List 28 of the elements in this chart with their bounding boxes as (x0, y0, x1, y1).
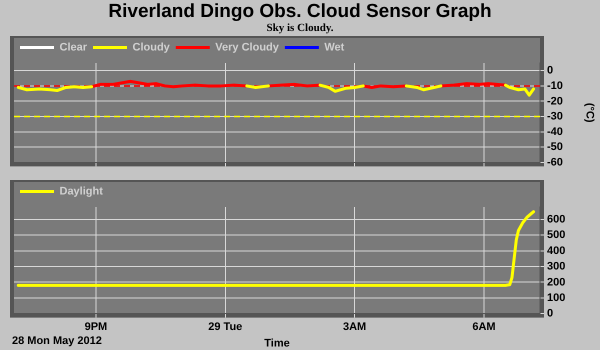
legend-label: Wet (324, 42, 345, 54)
text: 28 Mon May 2012 (12, 335, 102, 347)
chart-title: Riverland Dingo Obs. Cloud Sensor Graph (107, 1, 493, 23)
x-tick-label: 29 Tue (208, 321, 242, 334)
y-tick-label: 600 (547, 214, 566, 226)
y-axis-title: (°C) (583, 102, 596, 123)
x-tick-label: 6AM (472, 321, 496, 334)
legend-label: Clear (60, 42, 88, 54)
y-tick-label: 400 (547, 244, 566, 257)
x-axis-title: Time (264, 337, 290, 350)
y-tick-label: 100 (547, 292, 566, 304)
y-tick-label: -40 (547, 126, 563, 138)
y-tick-label: -10 (547, 80, 563, 92)
y-tick-label: -50 (547, 141, 563, 154)
legend-label: Very Cloudy (215, 42, 280, 54)
chart-subtitle: Sky is Cloudy. (266, 22, 334, 34)
x-tick-label: 3AM (342, 321, 366, 334)
y-tick-label: 0 (547, 308, 554, 320)
legend-label: Daylight (60, 186, 104, 198)
y-tick-label: 0 (547, 64, 554, 77)
y-tick-label: 500 (547, 229, 566, 242)
x-tick-label: 9PM (84, 321, 108, 334)
y-tick-label: -30 (547, 110, 563, 123)
legend-label: Cloudy (132, 42, 171, 54)
y-tick-label: -60 (547, 156, 563, 168)
y-tick-label: -20 (547, 95, 563, 108)
y-tick-label: 200 (547, 276, 566, 288)
y-tick-label: 300 (547, 260, 566, 273)
